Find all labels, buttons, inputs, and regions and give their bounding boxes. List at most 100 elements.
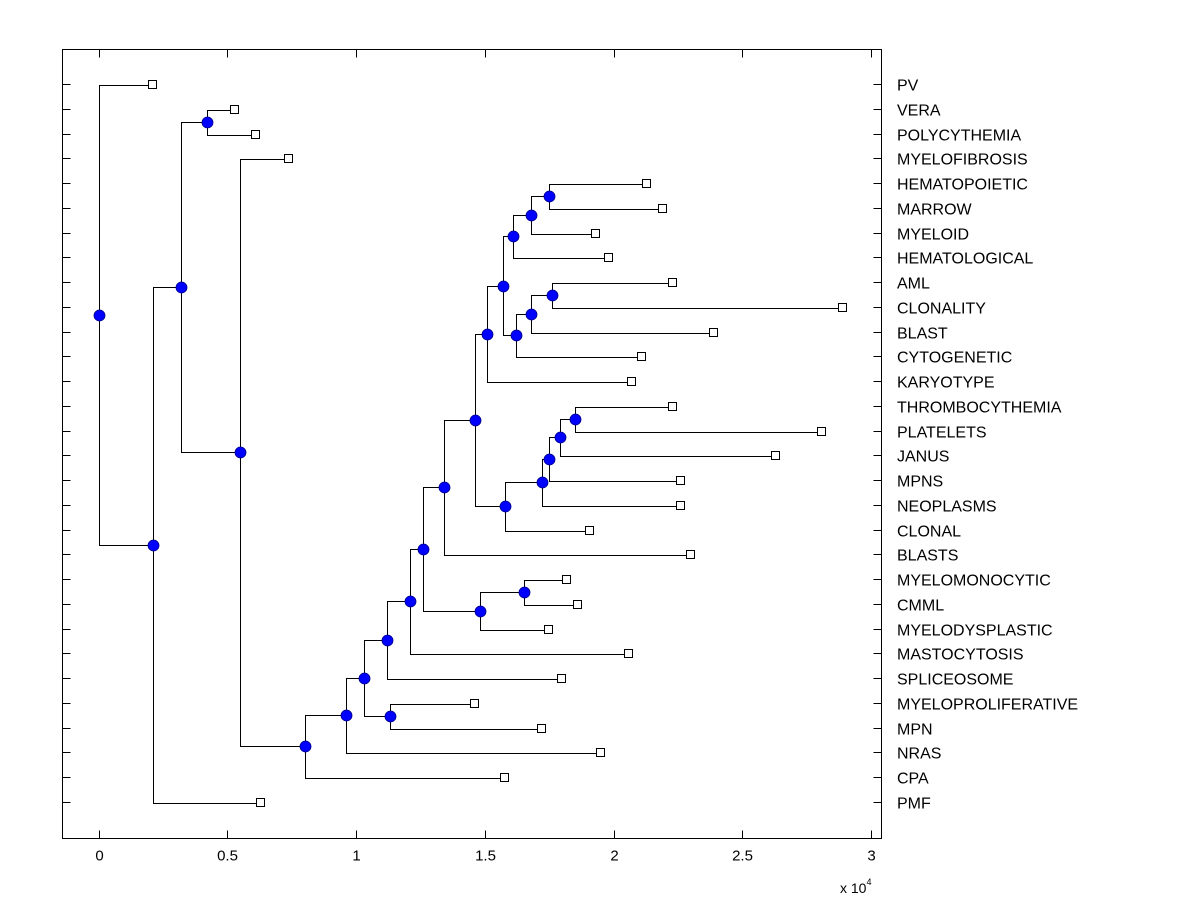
internal-node-marker — [417, 543, 430, 556]
x-tick-label: 1.5 — [475, 848, 496, 865]
branch-line — [513, 236, 609, 259]
x-tick-label: 2 — [610, 848, 618, 865]
branch-line — [524, 592, 578, 606]
branch-line — [181, 122, 207, 288]
leaf-marker — [686, 550, 695, 559]
leaf-label: THROMBOCYTHEMIA — [897, 400, 1062, 417]
leaf-marker — [500, 773, 509, 782]
branch-line — [549, 196, 663, 210]
leaf-marker — [251, 130, 260, 139]
branch-line — [444, 487, 691, 556]
leaf-marker — [668, 278, 677, 287]
internal-node-marker — [510, 329, 523, 342]
branch-line — [487, 286, 503, 335]
branch-line — [503, 286, 516, 336]
internal-node-marker — [234, 446, 247, 459]
branch-line — [181, 287, 240, 453]
x-tick-label: 2.5 — [732, 848, 753, 865]
branch-line — [410, 549, 423, 602]
internal-node-marker — [381, 634, 394, 647]
leaf-marker — [658, 204, 667, 213]
branch-line — [524, 580, 567, 593]
branch-line — [552, 295, 843, 309]
branch-line — [531, 295, 552, 315]
branch-line — [346, 715, 601, 754]
branch-line — [531, 314, 714, 334]
leaf-marker — [676, 501, 685, 510]
branch-line — [516, 335, 642, 358]
leaf-label: MPNS — [897, 474, 943, 491]
leaf-marker — [284, 154, 293, 163]
leaf-marker — [771, 451, 780, 460]
branch-line — [207, 122, 256, 136]
branch-line — [575, 419, 822, 433]
x-tick-label: 0.5 — [217, 848, 238, 865]
internal-node-marker — [384, 710, 397, 723]
branch-line — [531, 215, 596, 235]
internal-node-marker — [481, 328, 494, 341]
leaf-label: MYELOFIBROSIS — [897, 152, 1028, 169]
leaf-label: POLYCYTHEMIA — [897, 128, 1022, 145]
internal-node-marker — [499, 500, 512, 513]
internal-node-marker — [507, 230, 520, 243]
branch-line — [423, 487, 444, 550]
leaf-marker — [627, 377, 636, 386]
branch-line — [390, 716, 542, 730]
leaf-label: BLAST — [897, 326, 948, 343]
x-multiplier-exponent: 4 — [866, 877, 871, 887]
branch-line — [487, 334, 632, 383]
leaf-marker — [668, 402, 677, 411]
leaf-marker — [604, 253, 613, 262]
branch-line — [153, 287, 181, 546]
internal-node-marker — [554, 431, 567, 444]
internal-node-marker — [543, 190, 556, 203]
internal-node-marker — [147, 539, 160, 552]
leaf-label: PMF — [897, 796, 931, 813]
leaf-markers — [148, 80, 847, 807]
internal-node-marker — [93, 309, 106, 322]
leaf-label: MYELOPROLIFERATIVE — [897, 697, 1078, 714]
x-multiplier-label: x 104 — [840, 877, 871, 896]
leaf-label: NRAS — [897, 746, 941, 763]
leaf-label: MPN — [897, 722, 933, 739]
branch-line — [99, 85, 153, 316]
leaf-marker — [838, 303, 847, 312]
internal-node-marker — [569, 413, 582, 426]
internal-node-marker — [525, 209, 538, 222]
leaf-marker — [596, 748, 605, 757]
leaf-marker — [573, 600, 582, 609]
leaf-label: AML — [897, 276, 930, 293]
branch-line — [387, 640, 562, 680]
leaf-label: HEMATOPOIETIC — [897, 177, 1028, 194]
branch-line — [444, 420, 475, 488]
x-tick-label: 3 — [867, 848, 875, 865]
leaf-label: CPA — [897, 771, 929, 788]
leaf-label: CLONAL — [897, 524, 961, 541]
branch-line — [480, 611, 549, 631]
branch-line — [505, 482, 542, 507]
leaf-marker — [817, 427, 826, 436]
leaf-label: BLASTS — [897, 548, 958, 565]
branch-line — [387, 601, 410, 641]
internal-node-markers — [93, 116, 582, 753]
leaf-label: MARROW — [897, 202, 973, 219]
leaf-marker — [537, 724, 546, 733]
leaf-label: CLONALITY — [897, 301, 986, 318]
leaf-label: MYELOID — [897, 227, 969, 244]
x-axis: 0 0.5 1 1.5 2 2.5 3 — [95, 49, 876, 865]
internal-node-marker — [474, 605, 487, 618]
leaf-label: KARYOTYPE — [897, 375, 995, 392]
leaf-marker — [544, 625, 553, 634]
leaf-label: HEMATOLOGICAL — [897, 251, 1033, 268]
leaf-marker — [585, 526, 594, 535]
branch-line — [505, 506, 590, 532]
x-tick-label: 1 — [352, 848, 360, 865]
internal-node-marker — [299, 740, 312, 753]
branch-line — [475, 334, 487, 421]
branch-line — [305, 746, 505, 779]
branch-line — [549, 459, 681, 482]
branch-line — [99, 315, 153, 546]
branch-line — [503, 236, 513, 287]
y-axis — [62, 84, 882, 803]
branch-line — [346, 678, 364, 716]
